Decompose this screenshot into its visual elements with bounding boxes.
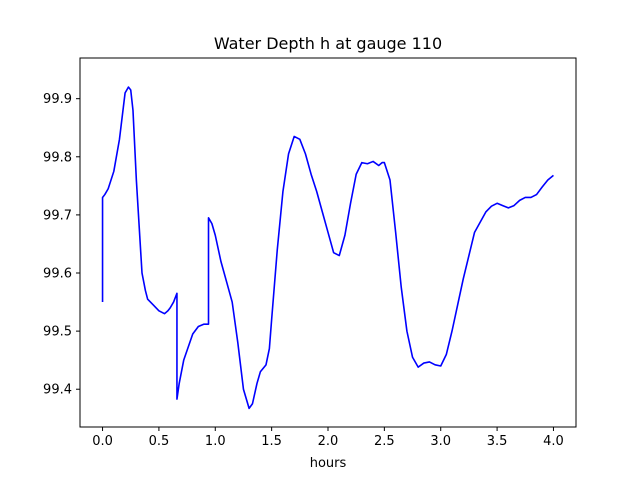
series-layer [101,86,554,410]
x-tick-label: 4.0 [543,434,564,449]
chart-title: Water Depth h at gauge 110 [214,34,442,53]
x-tick-label: 1.0 [205,434,226,449]
y-tick-label: 99.8 [43,150,72,165]
y-axis-ticks: 99.4 99.5 99.6 99.7 99.8 99.9 [43,92,80,398]
x-axis-ticks: 0.0 0.5 1.0 1.5 2.0 2.5 3.0 3.5 4.0 [92,427,564,449]
x-tick-label: 3.5 [487,434,508,449]
x-tick-label: 2.0 [318,434,339,449]
plot-frame [79,57,577,428]
x-axis-label: hours [310,456,347,471]
y-tick-label: 99.9 [43,92,72,107]
x-tick-label: 0.0 [92,434,113,449]
y-tick-label: 99.5 [43,325,72,340]
plot-area [80,58,576,427]
y-tick-label: 99.7 [43,208,72,223]
y-tick-label: 99.4 [43,383,72,398]
x-tick-label: 0.5 [149,434,170,449]
series-line-0 [101,86,554,410]
y-tick-label: 99.6 [43,267,72,282]
x-tick-label: 1.5 [261,434,282,449]
x-tick-label: 2.5 [374,434,395,449]
x-tick-label: 3.0 [430,434,451,449]
